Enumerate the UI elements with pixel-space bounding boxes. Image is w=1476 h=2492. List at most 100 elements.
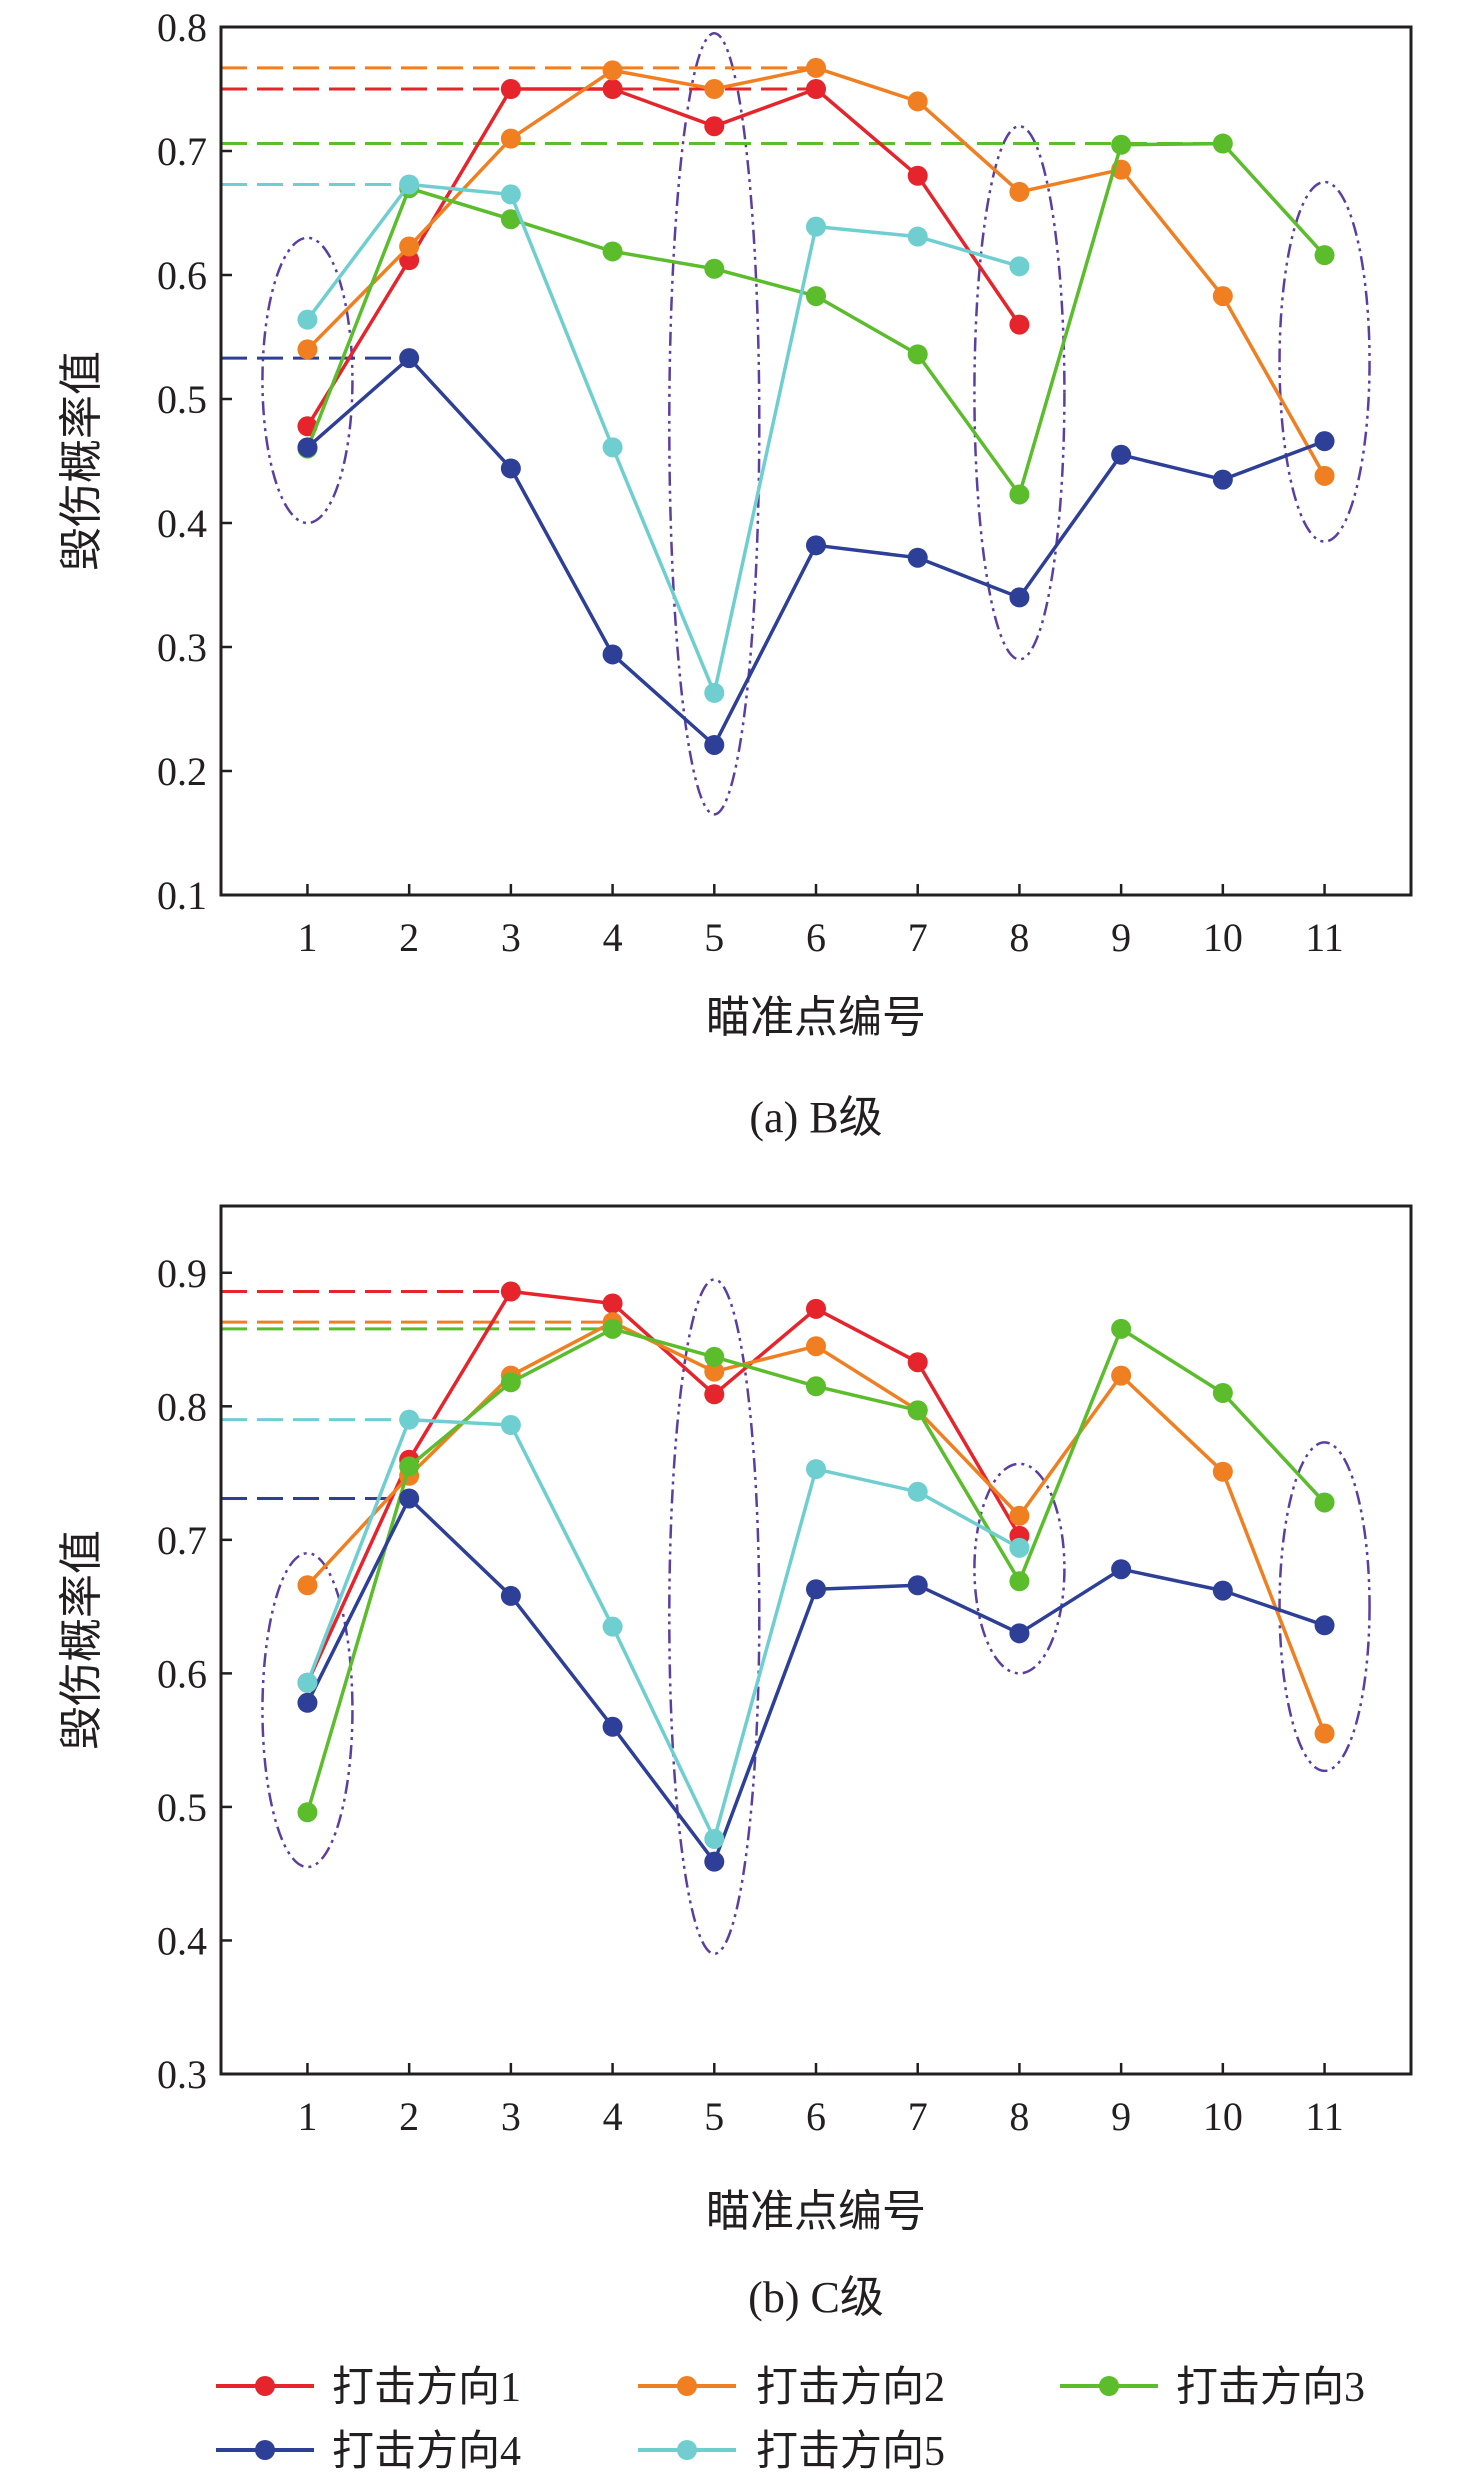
series-5 <box>297 174 1030 703</box>
data-point <box>297 339 318 360</box>
highlight-ellipse-x1 <box>261 236 354 525</box>
data-point <box>399 1456 420 1477</box>
data-point <box>704 734 725 755</box>
data-point <box>602 1616 623 1637</box>
y-tick-label: 0.7 <box>157 1518 207 1563</box>
legend-label-2: 打击方向2 <box>756 2365 945 2411</box>
data-point <box>1314 1615 1335 1636</box>
data-point <box>1314 1492 1335 1513</box>
data-point <box>399 236 420 257</box>
y-tick-label: 0.3 <box>157 625 207 670</box>
data-point <box>806 1336 826 1357</box>
y-tick-label: 0.3 <box>157 2052 207 2097</box>
x-tick-label: 10 <box>1203 915 1243 960</box>
plot-area-frame <box>219 1204 1413 2076</box>
data-point <box>806 286 826 307</box>
x-tick-label: 4 <box>603 915 623 960</box>
highlight-ellipse-x5 <box>668 1278 761 1956</box>
legend-label-5: 打击方向5 <box>756 2429 945 2475</box>
legend-item-1: 打击方向1 <box>216 2365 521 2411</box>
data-point <box>1009 587 1030 608</box>
highlight-ellipse-x5 <box>668 31 761 816</box>
y-axis-title: 毁伤概率值 <box>57 351 106 571</box>
x-tick-label: 3 <box>501 2094 521 2139</box>
x-tick-label: 10 <box>1203 2094 1243 2139</box>
data-point <box>704 79 725 99</box>
data-point <box>602 1318 623 1339</box>
data-point <box>704 1346 725 1367</box>
highlight-ellipse-x1 <box>261 1551 354 1869</box>
series-4 <box>297 1488 1335 1872</box>
data-point <box>1111 1559 1132 1580</box>
data-point <box>500 1281 521 1302</box>
data-point <box>500 458 521 479</box>
series-line-5 <box>306 182 1020 695</box>
series-layer <box>297 1281 1335 1872</box>
legend-label-3: 打击方向3 <box>1176 2365 1365 2411</box>
data-point <box>1009 181 1030 202</box>
data-point <box>907 1481 928 1502</box>
data-point <box>399 1409 420 1430</box>
x-axis-title: 瞄准点编号 <box>706 993 926 1042</box>
data-point <box>297 1575 318 1596</box>
data-point <box>399 1488 420 1509</box>
data-point <box>806 1459 826 1480</box>
data-point <box>297 1802 318 1823</box>
data-point <box>907 1400 928 1421</box>
axis-ticks: 1 2 3 4 5 6 7 8 9 10 11 0.3 0.4 0.5 0.6 0.7 0.8 0.9 <box>157 1251 1344 2139</box>
data-point <box>500 209 521 230</box>
series-line-3 <box>305 141 1326 497</box>
data-point <box>806 1376 826 1397</box>
chart-panel-b: 1 2 3 4 5 6 7 8 9 10 11 0.3 0.4 0.5 0.6 0.7 0.8 0.9 毁伤概率值… <box>57 1204 1413 2322</box>
x-tick-label: 9 <box>1111 915 1131 960</box>
data-point <box>907 1575 928 1596</box>
series-1 <box>297 79 1030 437</box>
data-point <box>602 1716 623 1737</box>
y-tick-label: 0.6 <box>157 1651 207 1696</box>
y-tick-label: 0.8 <box>157 5 207 50</box>
data-point <box>704 1361 725 1382</box>
highlight-ellipse-x11 <box>1278 1441 1371 1773</box>
data-point <box>1111 1365 1132 1386</box>
highlight-ellipse-x11 <box>1278 180 1371 543</box>
data-point <box>704 1384 725 1405</box>
y-tick-label: 0.6 <box>157 253 207 298</box>
x-tick-label: 8 <box>1009 915 1029 960</box>
series-4 <box>297 348 1335 755</box>
x-tick-label: 11 <box>1305 2094 1344 2139</box>
plot-area-frame <box>219 25 1413 897</box>
legend: 打击方向1 打击方向2 打击方向3 打击方向4 打击方向5 <box>216 2365 1365 2475</box>
series-line-3 <box>305 1327 1326 1813</box>
data-point <box>1314 431 1335 452</box>
series-2 <box>297 57 1335 486</box>
y-tick-label: 0.2 <box>157 749 207 794</box>
y-tick-label: 0.5 <box>157 377 207 422</box>
y-tick-label: 0.5 <box>157 1785 207 1830</box>
chart-panel-a: 1 2 3 4 5 6 7 8 9 10 11 0.1 0.2 0.3 0.4 0.5 0.6 0.7 0.8 毁伤… <box>57 5 1413 1142</box>
legend-label-1: 打击方向1 <box>332 2365 521 2411</box>
data-point <box>1212 286 1233 307</box>
y-tick-label: 0.8 <box>157 1384 207 1429</box>
data-point <box>602 644 623 665</box>
data-point <box>602 1293 623 1314</box>
data-point <box>704 1828 725 1849</box>
data-point <box>1314 465 1335 486</box>
legend-item-2: 打击方向2 <box>638 2365 945 2411</box>
legend-item-5: 打击方向5 <box>638 2429 945 2475</box>
x-tick-label: 1 <box>297 2094 317 2139</box>
y-tick-label: 0.1 <box>157 873 207 918</box>
highlight-ellipses <box>261 31 1371 816</box>
series-5 <box>297 1409 1030 1849</box>
data-point <box>602 79 623 99</box>
data-point <box>500 128 521 149</box>
x-axis-title: 瞄准点编号 <box>706 2187 926 2236</box>
highlight-ellipses <box>261 1278 1371 1956</box>
data-point <box>500 79 521 99</box>
x-tick-label: 2 <box>399 915 419 960</box>
data-point <box>500 1415 521 1436</box>
x-tick-label: 4 <box>603 2094 623 2139</box>
data-point <box>399 174 420 195</box>
data-point <box>704 1851 725 1872</box>
x-tick-label: 6 <box>806 915 826 960</box>
